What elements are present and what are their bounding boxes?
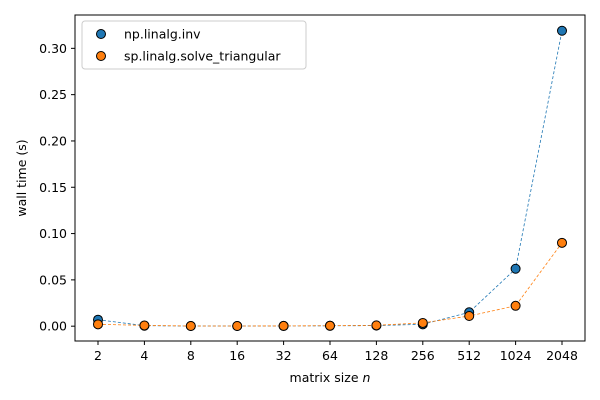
x-tick-label-4: 4 (140, 348, 148, 363)
y-tick-label-0.05: 0.05 (39, 272, 67, 287)
point-np-linalg-inv-1024 (510, 263, 521, 274)
x-tick-label-2048: 2048 (546, 348, 578, 363)
point-sp-linalg-solve-triangular-512 (464, 310, 475, 321)
x-tick-label-512: 512 (457, 348, 481, 363)
y-axis: 0.00 0.05 0.10 0.15 0.20 0.25 0.30 (39, 41, 75, 334)
legend-box (81, 20, 307, 70)
point-sp-linalg-solve-triangular-256 (417, 317, 428, 328)
point-sp-linalg-solve-triangular-32 (278, 320, 289, 331)
series-layer (93, 25, 567, 331)
point-sp-linalg-solve-triangular-4 (139, 320, 150, 331)
x-tick-label-256: 256 (411, 348, 435, 363)
legend: np.linalg.inv sp.linalg.solve_triangular (81, 20, 307, 70)
point-np-linalg-inv-2048 (557, 25, 567, 36)
y-axis-label: wall time (s) (14, 139, 29, 216)
y-tick-label-0.20: 0.20 (39, 133, 67, 148)
y-tick-label-0.00: 0.00 (39, 319, 67, 334)
point-sp-linalg-solve-triangular-8 (185, 320, 196, 331)
x-tick-label-1024: 1024 (500, 348, 532, 363)
point-sp-linalg-solve-triangular-16 (232, 320, 243, 331)
x-axis: 2 4 8 16 32 64 128 256 512 1024 2048 (94, 341, 578, 363)
point-sp-linalg-solve-triangular-64 (325, 320, 335, 331)
y-tick-label-0.25: 0.25 (39, 87, 67, 102)
x-axis-label-text: matrix size (290, 370, 359, 385)
legend-marker-np-linalg-inv (96, 29, 106, 39)
x-tick-label-32: 32 (276, 348, 292, 363)
x-axis-label-var: n (363, 370, 371, 385)
x-tick-label-8: 8 (187, 348, 195, 363)
point-sp-linalg-solve-triangular-2 (93, 319, 103, 330)
legend-label-np-linalg-inv: np.linalg.inv (124, 27, 201, 42)
y-tick-label-0.10: 0.10 (39, 226, 67, 241)
y-tick-label-0.30: 0.30 (39, 41, 67, 56)
legend-label-sp-linalg-solve-triangular: sp.linalg.solve_triangular (124, 49, 281, 64)
point-sp-linalg-solve-triangular-2048 (557, 237, 567, 248)
y-tick-label-0.15: 0.15 (39, 180, 67, 195)
x-axis-label: matrix size n (290, 370, 371, 385)
point-sp-linalg-solve-triangular-128 (371, 320, 382, 331)
x-tick-label-64: 64 (322, 348, 338, 363)
x-tick-label-128: 128 (364, 348, 388, 363)
x-tick-label-2: 2 (94, 348, 102, 363)
point-sp-linalg-solve-triangular-1024 (510, 300, 521, 311)
x-tick-label-16: 16 (229, 348, 245, 363)
legend-marker-sp-linalg-solve-triangular (96, 51, 106, 61)
